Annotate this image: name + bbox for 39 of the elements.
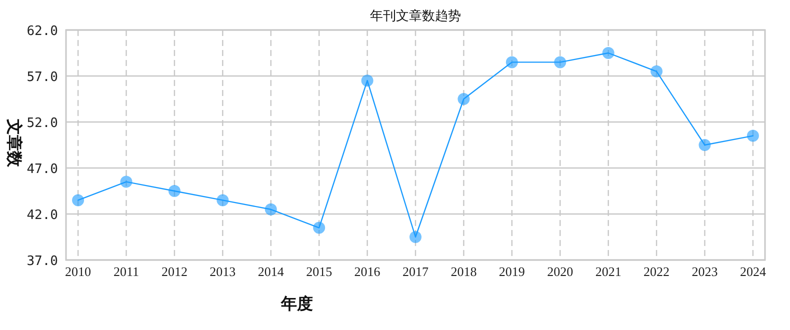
x-tick-label: 2021 bbox=[595, 264, 622, 279]
y-tick-label: 42.0 bbox=[26, 208, 58, 223]
x-tick-label: 2012 bbox=[161, 264, 188, 279]
point bbox=[168, 185, 180, 197]
point bbox=[698, 139, 711, 151]
x-tick-label: 2017 bbox=[402, 264, 429, 279]
x-tick-label: 2018 bbox=[450, 264, 477, 279]
point bbox=[410, 231, 422, 243]
x-tick-label: 2024 bbox=[740, 264, 766, 279]
x-tick-label: 2010 bbox=[65, 264, 92, 279]
x-tick-label: 2013 bbox=[210, 264, 236, 279]
y-tick-label: 52.0 bbox=[26, 116, 58, 131]
chart-title: 年刊文章数趋势 bbox=[370, 8, 461, 23]
y-tick-label: 62.0 bbox=[26, 24, 58, 39]
x-tick-label: 2019 bbox=[498, 264, 525, 279]
point bbox=[361, 74, 374, 87]
y-tick-label: 37.0 bbox=[26, 254, 58, 269]
x-tick-label: 2023 bbox=[692, 264, 718, 279]
point bbox=[72, 194, 84, 206]
x-tick-label: 2020 bbox=[547, 264, 574, 279]
point bbox=[650, 65, 663, 78]
x-tick-label: 2022 bbox=[644, 264, 670, 279]
x-tick-label: 2015 bbox=[306, 264, 332, 279]
x-axis-title: 年度 bbox=[280, 294, 313, 313]
x-tick-label: 2016 bbox=[354, 264, 381, 279]
y-tick-label: 57.0 bbox=[26, 70, 58, 85]
point bbox=[216, 194, 229, 206]
point bbox=[120, 176, 132, 188]
point bbox=[264, 203, 277, 216]
point bbox=[554, 56, 566, 68]
point bbox=[746, 130, 759, 142]
x-tick-label: 2014 bbox=[258, 264, 284, 279]
point bbox=[602, 47, 614, 59]
x-tick-label: 2011 bbox=[113, 264, 140, 279]
y-axis-title: 文章数 bbox=[5, 118, 23, 168]
y-tick-label: 47.0 bbox=[26, 162, 58, 177]
point bbox=[506, 56, 518, 68]
point bbox=[313, 222, 326, 234]
point bbox=[458, 93, 470, 105]
